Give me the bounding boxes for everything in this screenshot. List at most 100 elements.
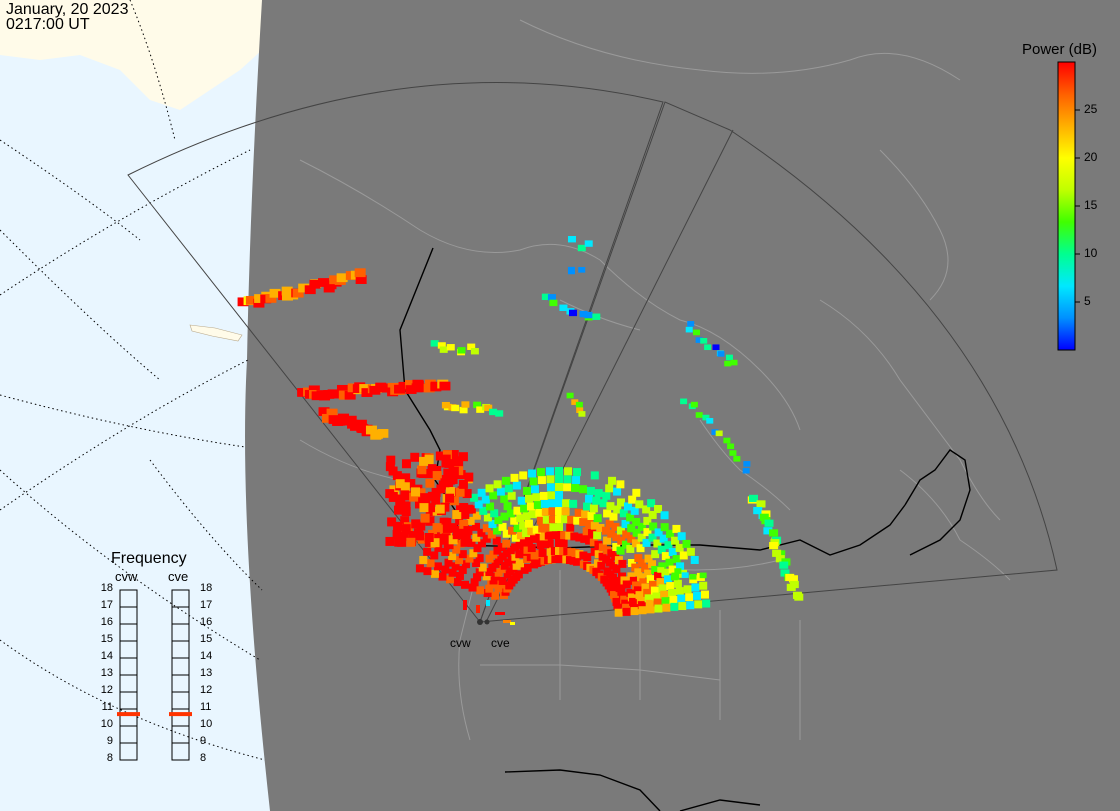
scatter-cell	[430, 340, 439, 347]
scatter-cell	[573, 557, 582, 566]
scatter-cell	[666, 582, 675, 591]
scatter-cell	[424, 455, 434, 465]
scatter-cell	[690, 401, 698, 408]
scatter-cell	[400, 490, 410, 500]
scatter-cell	[605, 484, 614, 493]
scatter-cell	[632, 539, 641, 548]
scatter-cell	[633, 586, 642, 595]
scatter-cell	[539, 491, 548, 500]
scatter-cell	[724, 360, 732, 367]
scatter-cell	[593, 514, 602, 523]
scatter-cell	[723, 437, 731, 444]
scatter-cell	[430, 381, 442, 391]
scatter-cell	[608, 476, 617, 485]
scatter-cell	[401, 459, 411, 469]
scatter-cell	[455, 516, 464, 525]
scatter-cell	[452, 510, 462, 520]
scatter-cell	[416, 488, 426, 498]
scatter-cell	[627, 558, 636, 567]
scatter-cell	[444, 558, 453, 567]
scatter-cell	[511, 533, 520, 542]
scatter-cell	[304, 285, 316, 295]
scatter-cell	[485, 568, 494, 577]
scatter-cell	[586, 486, 595, 495]
scatter-cell	[628, 495, 637, 504]
scatter-cell	[694, 600, 703, 609]
scatter-cell	[501, 476, 510, 485]
scatter-cell	[436, 484, 446, 494]
scatter-cell	[742, 467, 750, 474]
scatter-cell	[785, 573, 795, 582]
scatter-cell	[515, 559, 524, 568]
scatter-cell	[485, 554, 494, 563]
colorbar-tick-label: 20	[1084, 150, 1098, 164]
scatter-cell	[599, 499, 608, 508]
scatter-cell	[645, 599, 654, 608]
scatter-cell	[627, 572, 636, 581]
scatter-cell	[593, 531, 602, 540]
scatter-cell	[483, 589, 492, 598]
scatter-cell	[613, 487, 622, 496]
scatter-cell	[668, 565, 677, 574]
scatter-cell	[424, 533, 434, 543]
scatter-cell	[441, 454, 451, 464]
scatter-cell	[457, 347, 466, 354]
scatter-cell	[632, 488, 641, 497]
scatter-cell	[631, 563, 640, 572]
scatter-cell	[570, 532, 579, 541]
scatter-cell	[497, 543, 506, 552]
scatter-cell	[606, 502, 615, 511]
scatter-cell	[583, 553, 592, 562]
scatter-cell	[711, 429, 719, 435]
scatter-cell	[479, 506, 488, 515]
scatter-cell	[592, 313, 601, 320]
scatter-cell	[637, 601, 646, 610]
scatter-cell	[566, 523, 575, 532]
scatter-cell	[434, 543, 443, 552]
scatter-cell	[425, 478, 435, 488]
scatter-cell	[706, 418, 714, 424]
scatter-cell	[401, 506, 411, 516]
freq-label-left: 12	[100, 684, 113, 696]
scatter-cell	[626, 513, 635, 522]
scatter-cell	[548, 515, 557, 524]
scatter-cell	[634, 554, 643, 563]
scatter-cell	[622, 580, 631, 589]
scatter-cell	[627, 593, 636, 602]
scatter-cell	[489, 491, 498, 500]
scatter-cell	[495, 612, 505, 615]
scatter-cell	[563, 475, 572, 484]
scatter-cell	[614, 608, 623, 617]
scatter-cell	[308, 385, 320, 395]
scatter-cell	[534, 533, 543, 542]
scatter-cell	[685, 326, 693, 333]
scatter-cell	[423, 567, 432, 576]
scatter-cell	[440, 478, 450, 488]
scatter-cell	[476, 406, 485, 413]
scatter-cell	[297, 388, 309, 397]
scatter-cell	[616, 498, 625, 507]
scatter-cell	[528, 469, 537, 478]
scatter-cell	[435, 451, 445, 461]
scatter-cell	[448, 568, 457, 577]
scatter-cell	[629, 597, 638, 606]
scatter-cell	[467, 343, 476, 350]
scatter-cell	[555, 475, 563, 483]
scatter-cell	[540, 499, 549, 508]
scatter-cell	[385, 462, 395, 472]
scatter-cell	[664, 575, 673, 584]
scatter-cell	[529, 534, 538, 543]
freq-radar-cvw: cvw	[115, 569, 138, 584]
scatter-cell	[498, 522, 507, 531]
scatter-cell	[528, 510, 537, 519]
scatter-cell	[437, 342, 446, 349]
scatter-cell	[435, 504, 445, 514]
scatter-cell	[613, 601, 622, 610]
scatter-cell	[573, 468, 582, 477]
scatter-cell	[405, 385, 417, 394]
cvw-fov	[127, 82, 664, 624]
scatter-cell	[643, 528, 652, 537]
scatter-cell	[338, 390, 350, 400]
scatter-cell	[769, 541, 779, 550]
frequency-title: Frequency	[111, 550, 187, 567]
